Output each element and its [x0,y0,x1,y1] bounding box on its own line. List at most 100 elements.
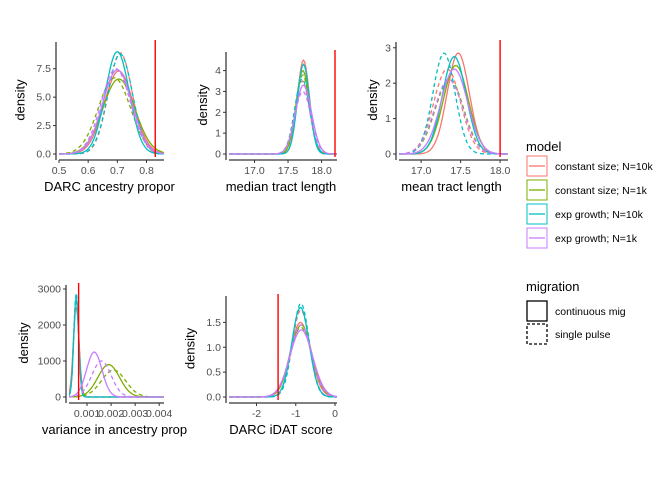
legend-label: single pulse [555,329,611,341]
density-curves [229,302,338,398]
density-line [399,52,508,155]
y-tick-label: 2000 [38,320,62,332]
y-tick-label: 0.0 [206,392,221,404]
y-axis-label: density [365,79,380,121]
density-curves [229,59,337,155]
y-tick-label: 0 [55,392,61,404]
y-tick-label: 4 [215,65,221,77]
legend-label: exp growth; N=1k [555,233,638,245]
density-line [399,56,508,155]
y-tick-label: 5.0 [36,92,51,104]
x-tick-label: 0 [332,408,338,420]
y-tick-label: 1 [215,128,221,140]
density-line [229,78,337,155]
density-line [59,52,165,155]
density-line [69,351,164,398]
density-line [229,80,337,155]
legend-item: exp growth; N=1k [526,227,638,249]
panel-2: 17.0 17.5 18.0 0 1 2 3 4 median tract length dens… [195,50,337,194]
panel-1: 0.5 0.6 0.7 0.8 0.0 2.5 5.0 7.5 DARC ancestry pr… [12,40,176,194]
density-line [229,59,337,155]
panel-3: 17.0 17.5 18.0 0 1 2 3 mean tract length density [365,40,511,194]
density-line [229,70,337,155]
y-tick-label: 0 [215,149,221,161]
density-line [399,68,508,155]
legend-migration-title: migration [526,279,579,294]
x-axis-label: variance in ancestry prop [42,422,187,437]
x-tick-label: 0.003 [122,408,148,420]
y-tick-label: 1 [385,113,391,125]
legend-model: model constant size; N=10k constant size;… [526,139,654,249]
legend-label: constant size; N=10k [555,161,654,173]
y-tick-label: 2.5 [36,120,51,132]
y-tick-label: 0.5 [206,367,221,379]
density-curves [399,52,508,155]
y-tick-label: 3 [385,42,391,54]
legend-migration: migration continuous mig single pulse [526,279,626,345]
legend-label: exp growth; N=10k [555,209,644,221]
y-tick-label: 7.5 [36,63,51,75]
y-tick-label: 0.0 [36,149,51,161]
density-line [59,50,164,155]
legend-key [526,300,548,322]
density-line [399,78,508,155]
x-axis-label: mean tract length [401,179,501,194]
density-line [59,68,165,155]
x-tick-label: 0.004 [146,408,172,420]
density-line [229,324,338,398]
y-tick-label: 3 [215,86,221,98]
y-tick-label: 1000 [38,356,62,368]
density-line [399,64,508,155]
x-tick-label: 0.6 [81,165,96,177]
x-tick-label: 17.0 [244,165,265,177]
y-tick-label: 1.0 [206,342,221,354]
x-axis-label: DARC iDAT score [229,422,333,437]
density-line [229,90,337,155]
x-tick-label: 0.8 [139,165,154,177]
density-line [69,292,164,398]
x-tick-label: 0.001 [74,408,100,420]
legend-item: constant size; N=10k [526,155,654,177]
legend-item: continuous mig [526,300,626,322]
y-tick-label: 1.5 [206,317,221,329]
y-tick-label: 0 [385,149,391,161]
density-line [229,84,337,155]
legend-label: constant size; N=1k [555,185,648,197]
x-tick-label: 0.002 [98,408,124,420]
x-tick-label: 0.7 [110,165,125,177]
x-tick-label: 17.0 [411,165,432,177]
y-axis-label: density [182,327,197,369]
legend-item: single pulse [526,323,611,345]
legend-item: constant size; N=1k [526,179,648,201]
y-axis-label: density [195,84,210,126]
x-axis-label: DARC ancestry propor [44,179,175,194]
x-tick-label: 17.5 [278,165,299,177]
x-tick-label: 17.5 [450,165,471,177]
y-tick-label: 2 [215,107,221,119]
x-tick-label: -2 [252,408,261,420]
chart-panels: 0.5 0.6 0.7 0.8 0.0 2.5 5.0 7.5 DARC ancestry pr… [12,40,510,437]
density-line [399,79,508,155]
x-tick-label: 0.5 [52,165,67,177]
y-axis-label: density [12,79,27,121]
legend-key [526,323,548,345]
density-line [69,307,164,398]
density-line [229,74,337,155]
x-tick-label: 18.0 [311,165,332,177]
x-tick-label: 18.0 [490,165,511,177]
density-curves [69,292,164,398]
density-line [59,70,165,155]
x-tick-label: -1 [291,408,300,420]
legend-model-title: model [526,139,562,154]
legend-item: exp growth; N=10k [526,203,644,225]
y-tick-label: 3000 [38,284,62,296]
panel-5: -2 -1 0 0.0 0.5 1.0 1.5 DARC iDAT score density [182,294,338,437]
x-axis-label: median tract length [226,179,337,194]
legend-label: continuous mig [555,306,626,318]
density-line [229,63,337,155]
y-tick-label: 2 [385,78,391,90]
y-axis-label: density [16,322,31,364]
density-curves [59,50,165,155]
